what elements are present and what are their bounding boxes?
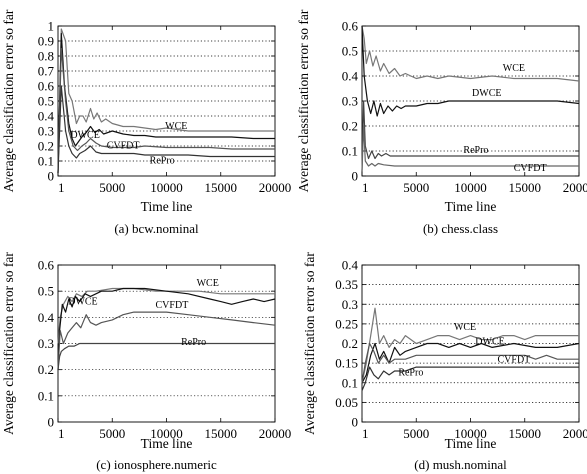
x-tick-label: 1 xyxy=(362,180,369,195)
x-tick-label: 1 xyxy=(58,180,65,195)
y-tick-label: 0.1 xyxy=(38,388,54,403)
series-label-cvfdt: CVFDT xyxy=(514,163,547,174)
y-tick-label: 0.05 xyxy=(335,395,358,410)
y-tick-label: 0.3 xyxy=(38,336,54,351)
y-tick-label: 1 xyxy=(48,19,55,34)
panel-b: 00.10.20.30.40.50.615000100001500020000W… xyxy=(296,9,587,236)
series-label-wce: WCE xyxy=(503,63,525,74)
y-tick-label: 0.25 xyxy=(335,316,358,331)
x-tick-label: 10000 xyxy=(454,180,487,195)
series-label-repro: RePro xyxy=(398,368,423,379)
series-label-wce: WCE xyxy=(165,121,187,132)
y-axis-label: Average classification error so far xyxy=(302,252,317,435)
series-label-repro: RePro xyxy=(150,155,175,166)
series-label-dwce: DWCE xyxy=(68,296,97,307)
series-label-cvfdt: CVFDT xyxy=(156,300,189,311)
x-axis-label: Time line xyxy=(141,199,193,214)
x-tick-label: 20000 xyxy=(259,180,292,195)
panel-a: 00.10.20.30.40.50.60.70.80.911 5000 10000 1… xyxy=(1,9,291,236)
series-line-repro xyxy=(362,101,579,171)
x-tick-label: 5000 xyxy=(99,180,125,195)
y-tick-label: 0.15 xyxy=(335,356,358,371)
panel-caption: (c) ionosphere.numeric xyxy=(96,457,217,472)
y-tick-label: 0.9 xyxy=(38,34,54,49)
x-tick-label: 20000 xyxy=(563,426,587,441)
x-tick-label: 15000 xyxy=(205,426,238,441)
series-label-repro: RePro xyxy=(181,337,206,348)
series-label-cvfdt: CVFDT xyxy=(107,140,140,151)
panel-caption: (a) bcw.nominal xyxy=(114,221,199,236)
x-tick-label: 5000 xyxy=(99,426,125,441)
series-line-repro xyxy=(362,367,579,391)
x-tick-label: 5000 xyxy=(403,426,429,441)
series-label-dwce: DWCE xyxy=(475,336,504,347)
y-tick-label: 0.2 xyxy=(342,336,358,351)
y-tick-label: 0.4 xyxy=(38,310,55,325)
x-axis-label: Time line xyxy=(445,436,497,451)
series-label-wce: WCE xyxy=(197,278,219,289)
panel-caption: (b) chess.class xyxy=(423,221,498,236)
y-tick-label: 0.4 xyxy=(38,109,55,124)
series-line-cvfdt xyxy=(58,312,275,370)
y-axis-label: Average classification error so far xyxy=(296,9,311,192)
x-tick-label: 20000 xyxy=(259,426,292,441)
series-label-wce: WCE xyxy=(454,322,476,333)
y-tick-label: 0.2 xyxy=(38,362,54,377)
y-tick-label: 0.8 xyxy=(38,49,54,64)
x-axis-label: Time line xyxy=(445,199,497,214)
y-tick-label: 0 xyxy=(352,415,359,430)
y-tick-label: 0.3 xyxy=(38,124,54,139)
x-tick-label: 15000 xyxy=(205,180,238,195)
y-tick-label: 0.6 xyxy=(342,19,359,34)
panel-d: 00.050.10.150.20.250.30.350.41 5000 10000 1… xyxy=(302,252,587,472)
panel-caption: (d) mush.nominal xyxy=(414,457,507,472)
series-line-repro xyxy=(58,344,275,370)
y-tick-label: 0.5 xyxy=(38,284,54,299)
x-tick-label: 10000 xyxy=(150,180,183,195)
series-line-dwce xyxy=(362,26,579,116)
y-tick-label: 0 xyxy=(48,415,55,430)
x-tick-label: 1 xyxy=(362,426,369,441)
y-tick-label: 0.5 xyxy=(38,94,54,109)
y-tick-label: 0.4 xyxy=(342,69,359,84)
y-tick-label: 0.35 xyxy=(335,277,358,292)
y-tick-label: 0.3 xyxy=(342,297,358,312)
panel-c: 00.10.20.30.40.50.61 5000 10000 15000 20000W… xyxy=(1,252,291,472)
y-tick-label: 0.2 xyxy=(342,119,358,134)
x-tick-label: 1 xyxy=(58,426,65,441)
y-tick-label: 0.6 xyxy=(38,79,55,94)
y-tick-label: 0.4 xyxy=(342,258,359,273)
y-tick-label: 0.3 xyxy=(342,94,358,109)
y-tick-label: 0.6 xyxy=(38,258,55,273)
y-tick-label: 0.5 xyxy=(342,44,358,59)
y-tick-label: 0.1 xyxy=(38,154,54,169)
y-tick-label: 0 xyxy=(352,169,359,184)
y-tick-label: 0.7 xyxy=(38,64,55,79)
y-tick-label: 0.1 xyxy=(342,375,358,390)
series-line-wce xyxy=(362,26,579,81)
x-tick-label: 5000 xyxy=(403,180,429,195)
series-line-dwce xyxy=(58,34,275,174)
y-tick-label: 0.1 xyxy=(342,144,358,159)
x-tick-label: 20000 xyxy=(563,180,587,195)
series-label-repro: RePro xyxy=(463,145,488,156)
x-tick-label: 15000 xyxy=(509,426,542,441)
series-label-dwce: DWCE xyxy=(70,130,99,141)
x-axis-label: Time line xyxy=(141,436,193,451)
x-tick-label: 15000 xyxy=(509,180,542,195)
y-tick-label: 0.2 xyxy=(38,139,54,154)
y-axis-label: Average classification error so far xyxy=(1,252,16,435)
series-label-cvfdt: CVFDT xyxy=(498,354,531,365)
series-label-dwce: DWCE xyxy=(472,88,501,99)
y-axis-label: Average classification error so far xyxy=(1,9,16,192)
y-tick-label: 0 xyxy=(48,169,55,184)
